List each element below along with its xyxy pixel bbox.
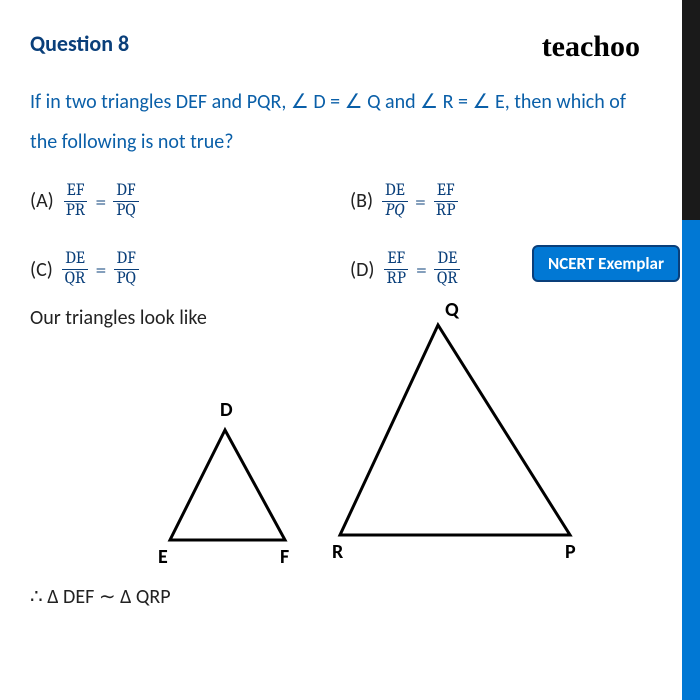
- option-b: (B) DE PQ = EF RP: [350, 182, 650, 220]
- triangles-diagram: D E F Q R P: [150, 310, 640, 570]
- ncert-badge: NCERT Exemplar: [532, 245, 680, 282]
- option-c: (C) DE QR = DF PQ: [30, 250, 330, 288]
- brand-logo: teachoo: [542, 30, 640, 64]
- triangle-def: D E F: [150, 380, 300, 570]
- fraction: DF PQ: [114, 250, 139, 288]
- fraction: DE QR: [62, 250, 89, 288]
- side-strip-blue: [682, 220, 700, 700]
- option-label: (B): [350, 189, 373, 213]
- fraction: EF RP: [383, 250, 408, 288]
- fraction: DE PQ: [382, 182, 408, 220]
- question-text: If in two triangles DEF and PQR, ∠ D = ∠…: [30, 82, 640, 162]
- vertex-label-r: R: [332, 540, 343, 564]
- vertex-label-q: Q: [445, 298, 459, 322]
- triangle-pqr: Q R P: [330, 310, 580, 570]
- conclusion-text: ∴ Δ DEF ∼ Δ QRP: [30, 584, 640, 609]
- fraction: DF PQ: [113, 182, 138, 220]
- page-content: Question 8 teachoo If in two triangles D…: [0, 0, 670, 629]
- vertex-label-p: P: [565, 540, 576, 564]
- equals-sign: =: [95, 190, 106, 213]
- side-strip-dark: [682, 0, 700, 220]
- option-label: (D): [350, 258, 374, 282]
- fraction: DE QR: [434, 250, 461, 288]
- equals-sign: =: [95, 258, 106, 281]
- triangle-svg: [330, 310, 580, 570]
- question-title: Question 8: [30, 30, 129, 57]
- equals-sign: =: [415, 190, 426, 213]
- option-label: (C): [30, 258, 53, 282]
- fraction: EF PR: [63, 182, 88, 220]
- vertex-label-f: F: [280, 545, 289, 569]
- option-label: (A): [30, 189, 54, 213]
- fraction: EF RP: [433, 182, 458, 220]
- header: Question 8 teachoo: [30, 30, 640, 64]
- equals-sign: =: [416, 258, 427, 281]
- vertex-label-d: D: [220, 398, 233, 422]
- option-a: (A) EF PR = DF PQ: [30, 182, 330, 220]
- vertex-label-e: E: [158, 545, 168, 569]
